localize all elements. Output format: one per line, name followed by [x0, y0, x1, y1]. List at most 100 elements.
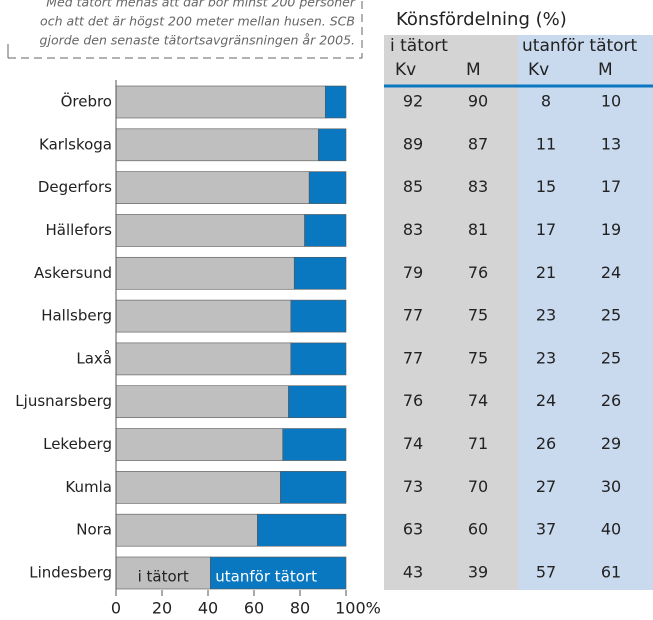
group-header: utanför tätort — [522, 36, 638, 56]
bar-segment — [115, 128, 319, 162]
table-cell: 23 — [536, 348, 556, 367]
table-cell: 10 — [601, 92, 621, 111]
group-header: i tätort — [390, 36, 448, 56]
table-cell: 85 — [403, 177, 423, 196]
table-cell: 60 — [468, 520, 488, 539]
table-cell: 70 — [468, 477, 488, 496]
x-tick-label: 100% — [335, 599, 381, 618]
table-cell: 19 — [601, 220, 621, 239]
table-cell: 17 — [601, 177, 621, 196]
bar-segment — [304, 214, 347, 247]
table-cell: 26 — [536, 434, 556, 453]
x-tick-label: 20 — [152, 599, 172, 618]
category-label: Degerfors — [38, 178, 112, 196]
bar-segment — [115, 171, 310, 204]
bar-segment — [115, 513, 258, 547]
table-cell: 29 — [601, 434, 621, 453]
table-cell: 23 — [536, 306, 556, 325]
table-cell: 24 — [601, 263, 621, 282]
table-cell: 25 — [601, 348, 621, 367]
x-tick-label: 0 — [111, 599, 121, 618]
bar-segment — [210, 556, 347, 590]
bar-segment — [257, 513, 347, 547]
table-cell: 89 — [403, 134, 423, 153]
column-header: M — [598, 60, 613, 80]
table-cell: 74 — [468, 391, 488, 410]
bar-segment — [115, 342, 292, 376]
bar-segment — [308, 171, 347, 204]
table-cell: 90 — [468, 92, 488, 111]
category-label: Hällefors — [46, 221, 113, 239]
bar-segment — [288, 385, 347, 419]
table-cell: 77 — [403, 348, 423, 367]
table-cell: 26 — [601, 391, 621, 410]
category-label: Askersund — [34, 264, 112, 282]
table-cell: 8 — [541, 92, 551, 111]
table-cell: 27 — [536, 477, 556, 496]
note-line: gjorde den senaste tätortsavgränsningen … — [40, 33, 355, 48]
bar-segment — [290, 299, 347, 333]
table-cell: 92 — [403, 92, 423, 111]
table-gray-bg — [384, 35, 518, 590]
bar-segment — [115, 256, 295, 290]
bar-segment — [115, 214, 305, 247]
table-cell: 73 — [403, 477, 423, 496]
table-cell: 74 — [403, 434, 423, 453]
table-cell: 61 — [601, 563, 621, 582]
table-cell: 75 — [468, 306, 488, 325]
bar-segment — [115, 385, 289, 419]
table-cell: 79 — [403, 263, 423, 282]
bar-segment — [115, 299, 292, 333]
category-label: Laxå — [76, 349, 112, 367]
table-cell: 57 — [536, 563, 556, 582]
bar-segment — [293, 256, 347, 290]
table-cell: 76 — [403, 391, 423, 410]
note-line: och att det är högst 200 meter mellan hu… — [40, 14, 355, 29]
table-cell: 17 — [536, 220, 556, 239]
category-label: Lekeberg — [43, 435, 112, 453]
category-label: Lindesberg — [29, 564, 112, 582]
table-cell: 43 — [403, 563, 423, 582]
category-label: Karlskoga — [39, 135, 112, 153]
bar-segment — [290, 342, 347, 376]
series-label: utanför tätort — [215, 568, 317, 586]
column-header: Kv — [395, 60, 416, 80]
x-tick-label: 60 — [244, 599, 264, 618]
bar-segment — [115, 471, 281, 504]
category-label: Ljusnarsberg — [15, 392, 112, 410]
bar-segment — [280, 471, 347, 504]
bar-segment — [324, 85, 347, 119]
table-blue-bg — [518, 35, 653, 590]
table-cell: 87 — [468, 134, 488, 153]
table-cell: 40 — [601, 520, 621, 539]
table-cell: 25 — [601, 306, 621, 325]
table-cell: 37 — [536, 520, 556, 539]
table-cell: 21 — [536, 263, 556, 282]
table-cell: 83 — [403, 220, 423, 239]
category-label: Nora — [76, 521, 112, 539]
bar-segment — [115, 85, 326, 119]
bar-segment — [318, 128, 347, 162]
table-cell: 77 — [403, 306, 423, 325]
table-cell: 71 — [468, 434, 488, 453]
series-label: i tätort — [138, 568, 189, 586]
table-cell: 24 — [536, 391, 556, 410]
x-tick-label: 40 — [198, 599, 218, 618]
table-cell: 81 — [468, 220, 488, 239]
bar-segment — [282, 428, 347, 461]
table-cell: 63 — [403, 520, 423, 539]
table-cell: 83 — [468, 177, 488, 196]
column-header: Kv — [528, 60, 549, 80]
category-label: Hallsberg — [41, 307, 112, 325]
table-cell: 76 — [468, 263, 488, 282]
table-cell: 30 — [601, 477, 621, 496]
column-header: M — [466, 60, 481, 80]
table-cell: 11 — [536, 134, 556, 153]
table-title: Könsfördelning (%) — [396, 9, 567, 30]
category-label: Kumla — [65, 478, 112, 496]
table-cell: 39 — [468, 563, 488, 582]
table-cell: 75 — [468, 348, 488, 367]
category-label: Örebro — [61, 92, 112, 111]
note-border — [8, 0, 363, 59]
